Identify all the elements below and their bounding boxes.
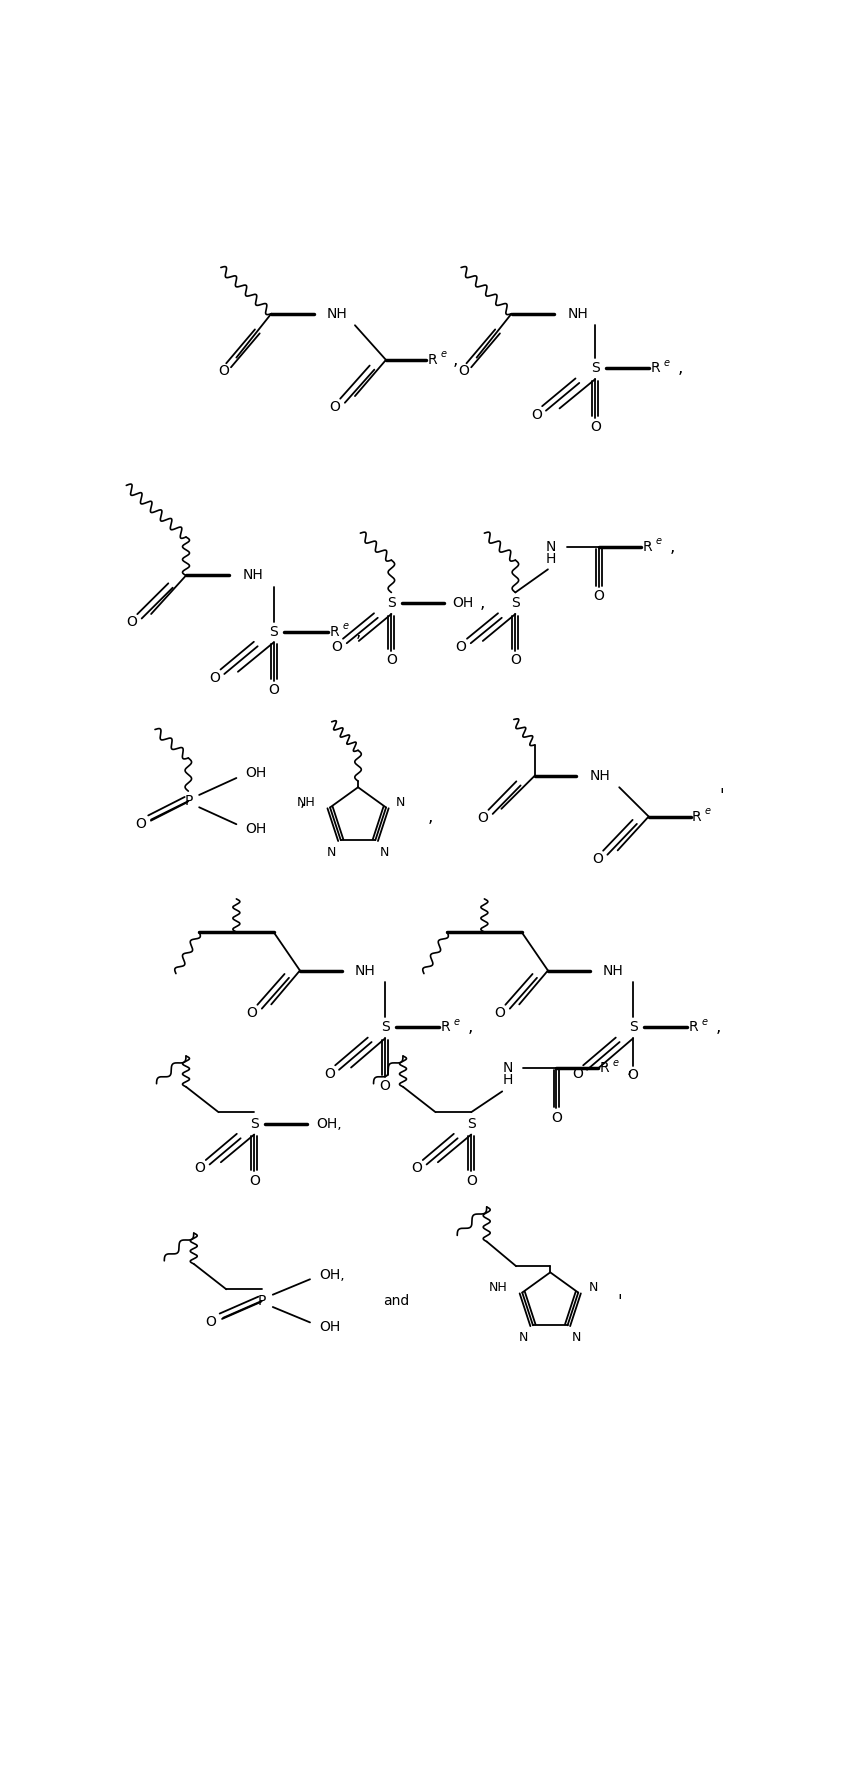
Text: ,: ,: [299, 792, 305, 810]
Text: O: O: [510, 653, 521, 668]
Text: OH: OH: [246, 822, 267, 837]
Text: S: S: [387, 596, 396, 611]
Text: O: O: [589, 420, 601, 434]
Text: ,: ,: [627, 1059, 632, 1077]
Text: N: N: [503, 1061, 513, 1075]
Text: NH: NH: [327, 306, 348, 320]
Text: N: N: [327, 846, 336, 860]
Text: R: R: [600, 1061, 609, 1075]
Text: R: R: [692, 810, 701, 824]
Text: ,: ,: [468, 1018, 473, 1036]
Text: NH: NH: [589, 769, 610, 783]
Text: S: S: [381, 1020, 390, 1034]
Text: ': ': [720, 787, 724, 806]
Text: O: O: [379, 1079, 391, 1093]
Text: O: O: [551, 1111, 562, 1125]
Text: ,: ,: [678, 360, 683, 377]
Text: ,: ,: [480, 595, 485, 612]
Text: N: N: [589, 1282, 598, 1294]
Text: R: R: [428, 352, 437, 367]
Text: O: O: [218, 365, 228, 379]
Text: e: e: [655, 536, 661, 546]
Text: e: e: [454, 1016, 460, 1027]
Text: O: O: [247, 1006, 257, 1020]
Text: e: e: [441, 349, 447, 360]
Text: OH: OH: [319, 1321, 340, 1333]
Text: O: O: [466, 1173, 477, 1187]
Text: O: O: [456, 641, 467, 653]
Text: O: O: [206, 1315, 216, 1330]
Text: NH: NH: [354, 963, 375, 977]
Text: OH: OH: [452, 596, 473, 611]
Text: O: O: [594, 589, 604, 603]
Text: O: O: [458, 365, 469, 379]
Text: OH: OH: [246, 767, 267, 780]
Text: O: O: [332, 641, 343, 653]
Text: OH,: OH,: [316, 1116, 342, 1130]
Text: O: O: [135, 817, 146, 831]
Text: S: S: [269, 625, 278, 639]
Text: R: R: [329, 625, 339, 639]
Text: ,: ,: [453, 351, 458, 368]
Text: NH: NH: [489, 1282, 508, 1294]
Text: ,: ,: [427, 808, 433, 826]
Text: e: e: [705, 806, 711, 815]
Text: O: O: [592, 853, 603, 865]
Text: S: S: [511, 596, 520, 611]
Text: e: e: [342, 621, 348, 630]
Text: N: N: [572, 1331, 582, 1344]
Text: S: S: [591, 361, 600, 376]
Text: NH: NH: [568, 306, 588, 320]
Text: e: e: [664, 358, 670, 368]
Text: P: P: [258, 1294, 266, 1308]
Text: O: O: [386, 653, 397, 668]
Text: e: e: [701, 1016, 707, 1027]
Text: R: R: [642, 539, 652, 554]
Text: N: N: [519, 1331, 529, 1344]
Text: O: O: [531, 408, 542, 422]
Text: P: P: [184, 794, 193, 808]
Text: ': ': [618, 1292, 622, 1310]
Text: O: O: [268, 684, 279, 698]
Text: NH: NH: [242, 568, 263, 582]
Text: OH,: OH,: [319, 1267, 345, 1282]
Text: H: H: [546, 552, 556, 566]
Text: S: S: [467, 1116, 476, 1130]
Text: ,: ,: [716, 1018, 721, 1036]
Text: O: O: [411, 1161, 423, 1175]
Text: R: R: [651, 361, 661, 376]
Text: NH: NH: [602, 963, 623, 977]
Text: O: O: [249, 1173, 260, 1187]
Text: S: S: [250, 1116, 259, 1130]
Text: R: R: [441, 1020, 450, 1034]
Text: O: O: [324, 1066, 335, 1080]
Text: O: O: [209, 671, 220, 685]
Text: N: N: [396, 796, 405, 810]
Text: O: O: [194, 1161, 206, 1175]
Text: O: O: [572, 1066, 582, 1080]
Text: NH: NH: [297, 796, 315, 810]
Text: O: O: [477, 812, 489, 826]
Text: O: O: [628, 1068, 639, 1082]
Text: O: O: [495, 1006, 505, 1020]
Text: N: N: [380, 846, 389, 860]
Text: ,: ,: [356, 623, 361, 641]
Text: H: H: [503, 1073, 513, 1088]
Text: N: N: [546, 539, 556, 554]
Text: e: e: [613, 1057, 619, 1068]
Text: O: O: [329, 400, 340, 415]
Text: ,: ,: [669, 538, 674, 555]
Text: S: S: [628, 1020, 638, 1034]
Text: R: R: [689, 1020, 699, 1034]
Text: O: O: [127, 616, 137, 630]
Text: and: and: [384, 1294, 410, 1308]
